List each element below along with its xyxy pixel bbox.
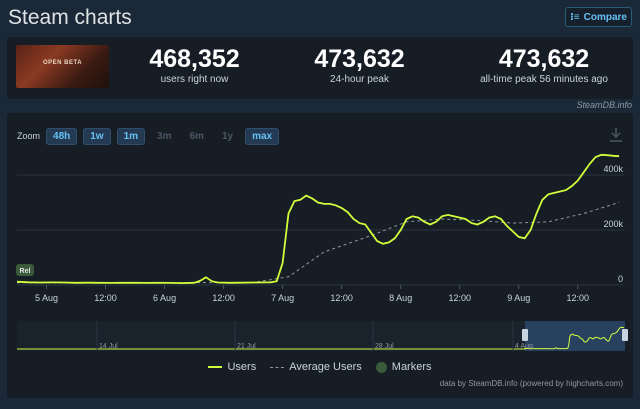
legend-markers-swatch: [375, 361, 387, 373]
x-tick-label: 8 Aug: [389, 293, 412, 303]
legend-average-swatch: [270, 366, 285, 368]
x-tick-label: 12:00: [212, 293, 235, 303]
navigator-tick-label: 14 Jul: [99, 343, 118, 350]
compare-label: Compare: [583, 11, 627, 23]
compare-button[interactable]: ⁝≡ Compare: [565, 7, 632, 27]
stat-24h-peak: 473,632 24-hour peak: [297, 45, 422, 85]
x-tick-label: 12:00: [448, 293, 471, 303]
x-tick-label: 6 Aug: [153, 293, 176, 303]
stat-current-users: 468,352 users right now: [132, 45, 257, 85]
player-chart[interactable]: 0 200k 400k 5 Aug 12:00 6 Aug 12:00 7 Aug 12:00 8…: [7, 113, 633, 353]
legend-users-swatch: [208, 366, 223, 368]
x-tick-label: 12:00: [94, 293, 117, 303]
legend-users-label: Users: [227, 361, 257, 373]
highcharts-credit[interactable]: data by SteamDB.info (powered by highcha…: [439, 379, 623, 388]
steamdb-credit[interactable]: SteamDB.info: [576, 100, 632, 110]
stat-value: 468,352: [149, 45, 240, 73]
game-banner[interactable]: OPEN BETA: [16, 45, 109, 88]
zoom-48h-button[interactable]: 48h: [46, 127, 78, 145]
chart-panel: Zoom 48h 1w 1m 3m 6m 1y max 0 200k 400k 5 A…: [7, 113, 633, 398]
stat-label: all-time peak 56 minutes ago: [480, 74, 608, 85]
zoom-3m-button[interactable]: 3m: [157, 130, 172, 142]
navigator-series-line: [17, 326, 624, 350]
zoom-6m-button[interactable]: 6m: [189, 130, 204, 142]
zoom-1w-button[interactable]: 1w: [83, 127, 111, 145]
stats-panel: OPEN BETA 468,352 users right now 473,63…: [7, 37, 633, 99]
stat-value: 473,632: [498, 45, 590, 73]
legend-markers[interactable]: Markers: [375, 361, 432, 373]
y-tick-label: 0: [618, 274, 623, 284]
series-average-users-line: [17, 202, 620, 284]
stat-all-time-peak: 473,632 all-time peak 56 minutes ago: [469, 45, 619, 85]
legend-average-label: Average Users: [289, 361, 362, 373]
navigator-tick-label: 21 Jul: [237, 343, 256, 350]
legend-users[interactable]: Users: [208, 361, 256, 373]
navigator-handle-right[interactable]: [622, 329, 628, 341]
y-tick-label: 400k: [603, 164, 623, 174]
navigator-tick-label: 28 Jul: [375, 343, 394, 350]
header: Steam charts ⁝≡ Compare: [8, 4, 632, 32]
stat-label: 24-hour peak: [330, 74, 389, 85]
list-icon: ⁝≡: [570, 11, 580, 23]
x-tick-label: 7 Aug: [271, 293, 294, 303]
download-icon[interactable]: [609, 127, 623, 143]
navigator-tick-label: 4 Aug: [515, 343, 533, 350]
legend-markers-label: Markers: [391, 361, 432, 373]
y-tick-label: 200k: [603, 219, 623, 229]
marker-rel: [16, 264, 34, 276]
navigator-handle-left[interactable]: [522, 329, 528, 341]
navigator-selection: [525, 321, 625, 351]
legend-average-users[interactable]: Average Users: [270, 361, 362, 373]
page-title: Steam charts: [8, 6, 132, 29]
x-tick-label: 12:00: [330, 293, 353, 303]
zoom-controls: Zoom 48h 1w 1m 3m 6m 1y max: [17, 127, 285, 145]
zoom-1m-button[interactable]: 1m: [116, 127, 146, 145]
stat-label: users right now: [160, 74, 229, 85]
series-users-line: [16, 153, 620, 285]
stat-value: 473,632: [314, 45, 405, 73]
marker-rel-label: Rel: [20, 268, 31, 275]
x-tick-label: 12:00: [567, 293, 590, 303]
banner-text: OPEN BETA: [42, 60, 83, 66]
x-tick-label: 5 Aug: [35, 293, 58, 303]
x-tick-label: 9 Aug: [507, 293, 530, 303]
chart-legend: Users Average Users Markers: [7, 361, 633, 373]
zoom-1y-button[interactable]: 1y: [221, 130, 234, 142]
zoom-label: Zoom: [17, 131, 41, 141]
zoom-max-button[interactable]: max: [245, 127, 280, 145]
